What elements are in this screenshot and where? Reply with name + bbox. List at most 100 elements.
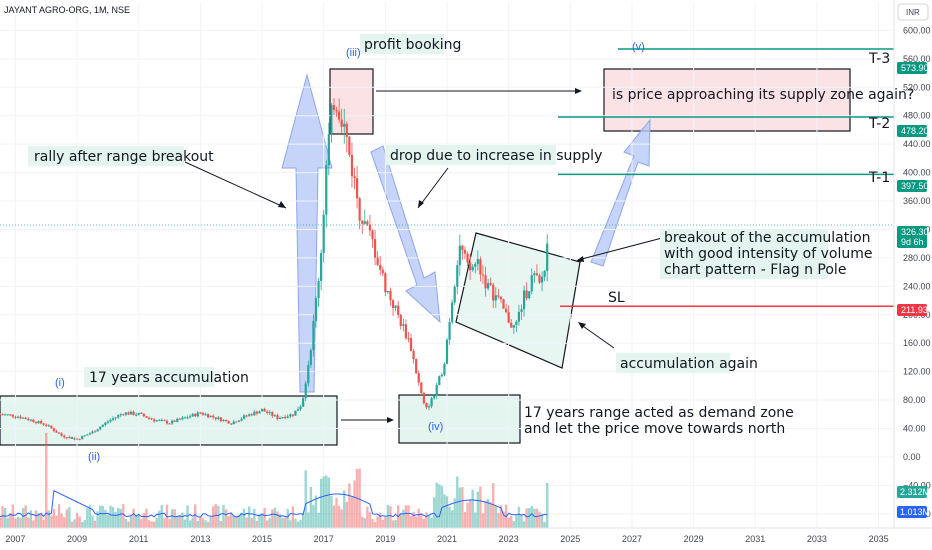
volume-bar (119, 509, 122, 528)
volume-bar (68, 507, 71, 528)
candle-body (276, 415, 279, 419)
candle-body (312, 320, 315, 351)
candle-body (443, 363, 446, 375)
candle-body (147, 417, 151, 419)
volume-bar (538, 511, 541, 528)
profit-booking-zone (329, 68, 374, 135)
volume-bar (533, 508, 536, 528)
volume-bar (247, 506, 251, 528)
volume-bar (492, 483, 495, 528)
currency-button[interactable] (897, 3, 929, 21)
volume-bar (427, 514, 431, 528)
candle-body (497, 295, 500, 297)
candle-body (522, 290, 526, 310)
tag-t1-bg (897, 180, 927, 192)
candle-body (386, 290, 390, 293)
chart-title: JAYANT AGRO-ORG, 1M, NSE (4, 5, 130, 15)
volume-bar (245, 517, 248, 528)
candle-body (122, 414, 125, 416)
volume-bars (0, 433, 549, 528)
candle-body (145, 416, 148, 418)
volume-bar (88, 505, 92, 528)
candle-body (492, 284, 495, 301)
candle-body (199, 412, 202, 414)
volume-bar (399, 514, 402, 528)
volume-bar (63, 517, 66, 528)
candle-body (214, 417, 217, 419)
volume-bar (232, 515, 235, 528)
candle-body (384, 273, 387, 293)
tag-t3-bg (897, 62, 927, 74)
volume-bar (528, 508, 531, 528)
y-tick-label: 600.00 (903, 25, 931, 35)
pointer-heads (278, 88, 586, 423)
volume-bar (86, 508, 89, 528)
volume-bar (199, 516, 202, 528)
volume-bar (50, 515, 53, 528)
candle-body (266, 411, 269, 413)
volume-bar (420, 512, 423, 528)
volume-bar (353, 480, 356, 528)
volume-bar (296, 521, 300, 528)
candle-body (78, 439, 81, 441)
volume-bar (104, 509, 107, 528)
volume-bar (476, 491, 480, 528)
volume-bar (404, 505, 408, 528)
candle-body (433, 395, 436, 399)
candle-body (4, 414, 7, 416)
volume-bar (486, 498, 490, 528)
volume-bar (348, 483, 351, 528)
volume-bar (250, 517, 253, 528)
volume-bar (81, 521, 84, 528)
volume-bar (98, 505, 102, 528)
volume-bar (137, 514, 140, 528)
candle-body (440, 374, 443, 377)
candle-body (29, 419, 32, 421)
volume-bar (535, 508, 539, 528)
wave-label-iv: (iv) (428, 421, 443, 433)
candle-body (22, 417, 25, 419)
wave-label-ii: (ii) (88, 451, 100, 463)
candle-body (104, 422, 107, 425)
candle-body (540, 276, 544, 283)
volume-bar (307, 512, 310, 528)
candle-body (438, 376, 441, 385)
candle-body (404, 324, 407, 339)
volume-bar (147, 520, 151, 528)
candle-body (309, 350, 312, 365)
volume-bar (111, 507, 115, 528)
volume-bar (178, 514, 182, 528)
volume-bar (93, 520, 97, 528)
volume-bar (0, 517, 2, 528)
volume-bar (468, 499, 472, 528)
volume-bar (194, 504, 197, 528)
candle-body (466, 253, 469, 263)
volume-bar (19, 517, 22, 528)
volume-bar (96, 511, 99, 528)
volume-bar (152, 521, 156, 528)
pointer-head-demand (387, 417, 394, 423)
candle-body (397, 305, 400, 315)
y-tick-label: 40.00 (903, 423, 926, 433)
x-tick-label: 2011 (129, 534, 148, 544)
volume-bar (283, 517, 287, 528)
volume-bar (319, 478, 323, 528)
candle-body (227, 420, 230, 424)
volume-bar (109, 505, 112, 528)
candle-body (268, 412, 271, 414)
candle-body (63, 435, 66, 438)
candle-body (68, 436, 71, 439)
volume-bar (409, 515, 413, 528)
candle-body (530, 275, 533, 292)
volume-bar (438, 484, 441, 528)
pointer-accumulation (579, 323, 615, 349)
tag-last: 326.30 (901, 227, 929, 237)
volume-bar (122, 504, 125, 528)
volume-bar (389, 506, 392, 528)
candle-body (402, 324, 405, 326)
label-accumulation-again: accumulation again (620, 356, 758, 372)
candle-body (350, 154, 354, 177)
volume-bar (474, 512, 477, 528)
